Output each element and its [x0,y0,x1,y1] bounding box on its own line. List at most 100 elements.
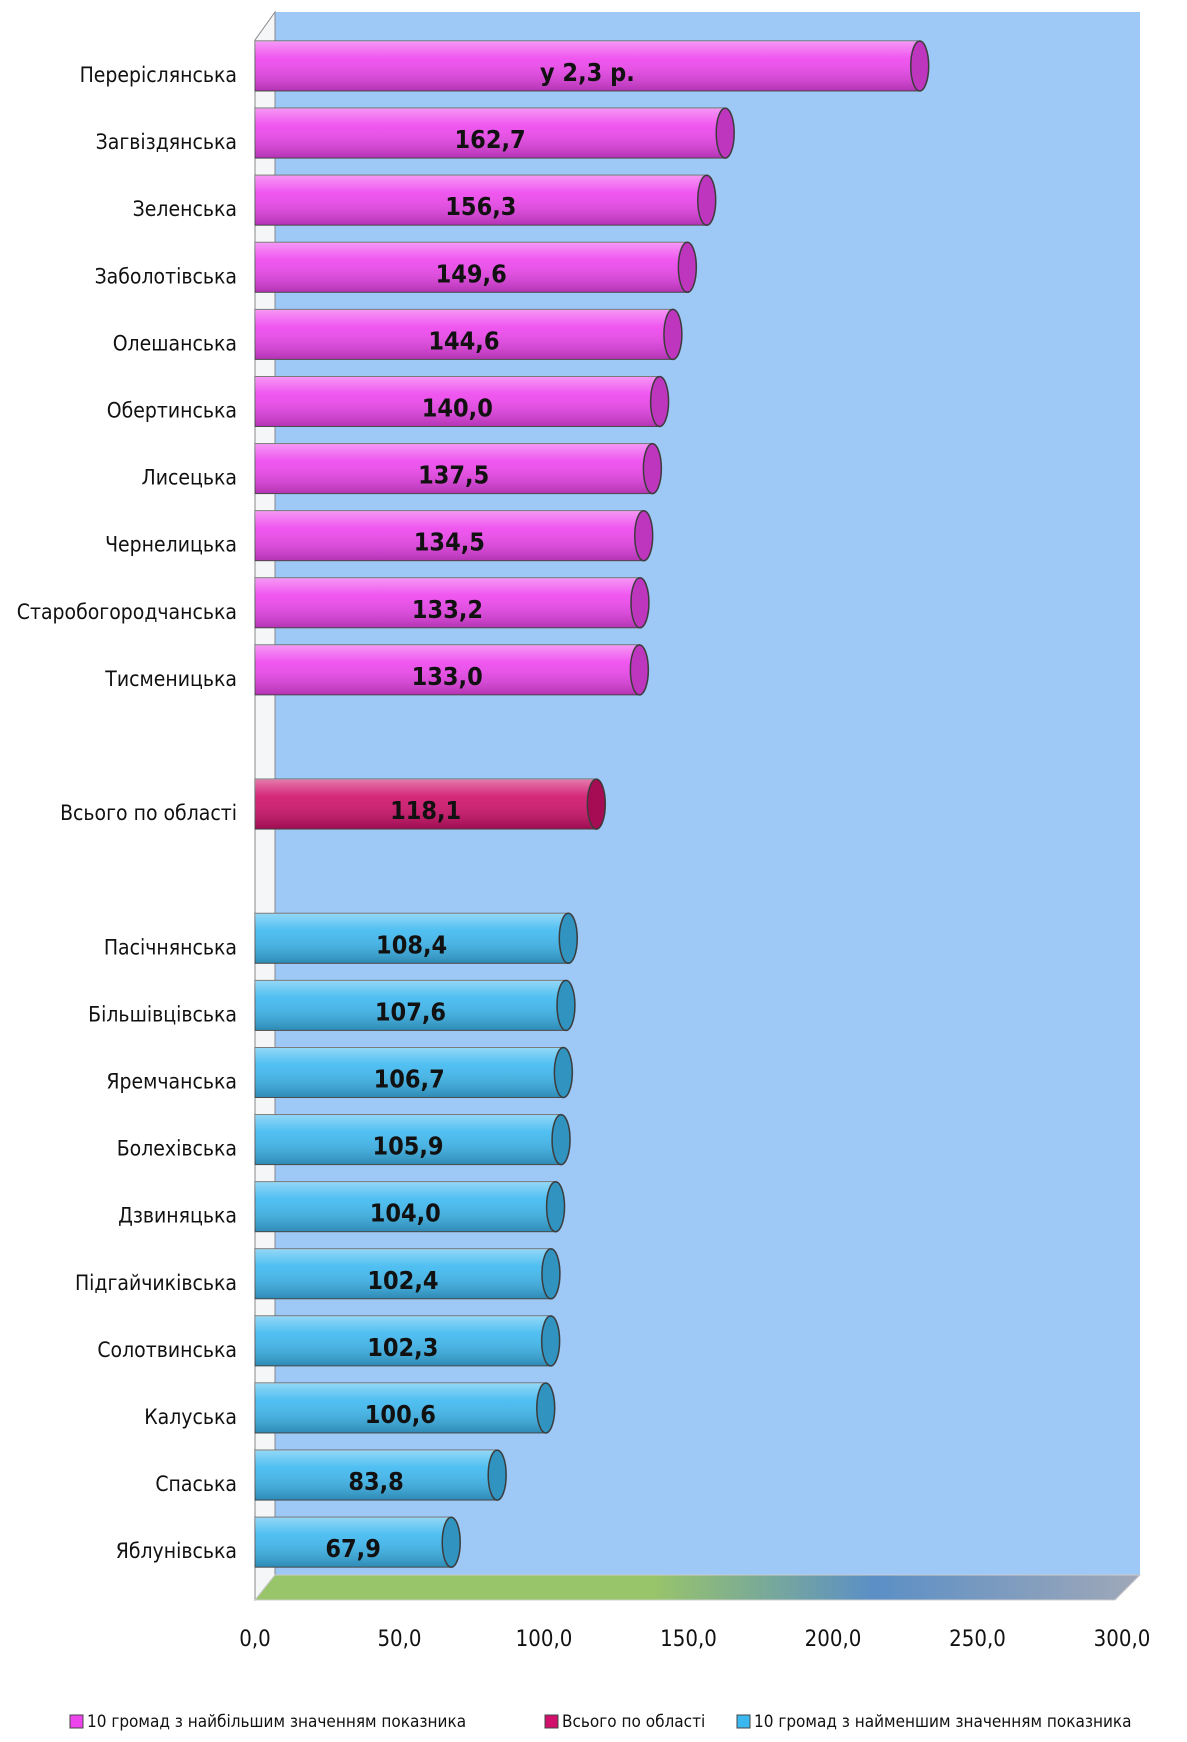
plot-floor [253,1574,1142,1601]
bar-shading [255,1047,564,1098]
bar-cap-shade [442,1517,461,1568]
x-tick-label: 300,0 [1094,1627,1151,1652]
data-label: 102,4 [367,1266,438,1295]
data-label: 100,6 [365,1400,436,1429]
bar-cap-shade [552,1114,571,1165]
category-label: Пасічнянська [104,935,237,959]
bar-cap [715,107,735,159]
bar-cap [630,577,650,629]
x-tick-label: 0,0 [239,1627,270,1652]
bars: у 2,3 р. 162,7 156,3 149,6 144,6 140,0 137,5 13… [254,40,930,1568]
bar-cap-shade [488,1450,507,1501]
data-label: 107,6 [375,997,446,1026]
data-label: 149,6 [436,259,507,288]
data-label: 106,7 [374,1065,445,1094]
bar-cap-shade [910,41,929,91]
bar-shading [255,577,640,628]
legend-swatch [544,1714,559,1729]
bar-shading [255,1517,452,1568]
category-label: Обертинська [107,399,237,423]
bar-shading [255,41,920,91]
category-label: Калуська [144,1405,237,1429]
bar-shading [255,1114,562,1165]
legend-swatch [736,1714,751,1729]
category-label: Більшівцівська [88,1002,237,1026]
category-label: Яблунівська [116,1539,237,1563]
data-label: 156,3 [445,192,516,221]
x-tick-label: 100,0 [516,1627,573,1652]
bar-cap-shade [559,913,578,964]
bar-cap-shade [643,443,662,494]
category-label: Дзвиняцька [118,1204,237,1228]
bar-cap-shade [697,175,716,226]
bar-shading [255,1248,551,1299]
data-label: 67,9 [325,1534,381,1563]
category-label: Загвіздянська [96,130,237,154]
bar-cap [677,241,698,294]
data-label: 133,2 [412,595,483,624]
bar-shading [255,510,644,561]
x-tick-label: 50,0 [377,1627,421,1652]
bar-cap [909,40,930,92]
category-label: Заболотівська [95,264,237,288]
bar-cap [541,1248,561,1300]
bar-cap-shade [716,108,735,159]
data-label: 83,8 [348,1467,404,1496]
bar-shading [255,779,597,830]
bar-shading [255,242,688,293]
bar-shading [255,175,707,226]
category-label: Зеленська [133,197,237,221]
bar-cap [553,1046,574,1099]
legend-label: 10 громад з найменшим значенням показник… [754,1712,1132,1732]
data-label: 134,5 [414,528,485,557]
bar-cap [540,1315,561,1367]
bar-shading [255,1450,498,1501]
bar-cap [441,1516,461,1568]
x-tick-label: 200,0 [805,1627,862,1652]
bar-cap [633,509,654,562]
bar-cap [487,1449,507,1501]
bar-cap-shade [541,1315,560,1366]
bar-cap-shade [554,1047,573,1098]
bar-cap-shade [536,1383,555,1433]
bar-shading [255,644,640,695]
bar-shading [255,1315,551,1366]
category-label: Яремчанська [106,1070,237,1094]
bar-cap [663,308,683,361]
data-label: 108,4 [376,930,447,959]
data-label: 133,0 [412,662,483,691]
bar-cap [535,1382,556,1434]
bar-cap-shade [634,510,653,561]
bar-cap-shade [630,644,649,695]
category-label: Всього по області [60,801,237,825]
category-label: Спаська [155,1472,237,1496]
data-label: 137,5 [418,461,489,490]
legend-swatch [69,1714,84,1729]
bar-cap [551,1113,571,1166]
bar-shading [255,309,673,360]
x-tick-label: 150,0 [660,1627,717,1652]
x-tick-label: 250,0 [949,1627,1006,1652]
data-label: 118,1 [390,796,461,825]
data-label: 104,0 [370,1199,441,1228]
data-label: 144,6 [428,326,499,355]
category-label: Старобогородчанська [17,600,237,624]
bar-cap [558,912,579,965]
bar-shading [255,913,569,964]
bar-cap-shade [541,1248,560,1299]
bar-cap [629,644,650,696]
category-label: Солотвинська [97,1338,237,1362]
bar-cap-shade [630,577,649,628]
bar-shading [255,443,653,494]
category-label: Переріслянська [80,63,237,87]
data-label: 162,7 [455,125,526,154]
category-label: Олешанська [113,331,237,355]
category-label: Тисменицька [104,667,237,691]
data-label: 140,0 [422,394,493,423]
bar-cap [642,442,663,495]
legend-label: 10 громад з найбільшим значенням показни… [87,1712,466,1732]
bar-cap-shade [556,980,575,1031]
data-label: у 2,3 р. [540,58,635,87]
data-label: 105,9 [372,1132,443,1161]
